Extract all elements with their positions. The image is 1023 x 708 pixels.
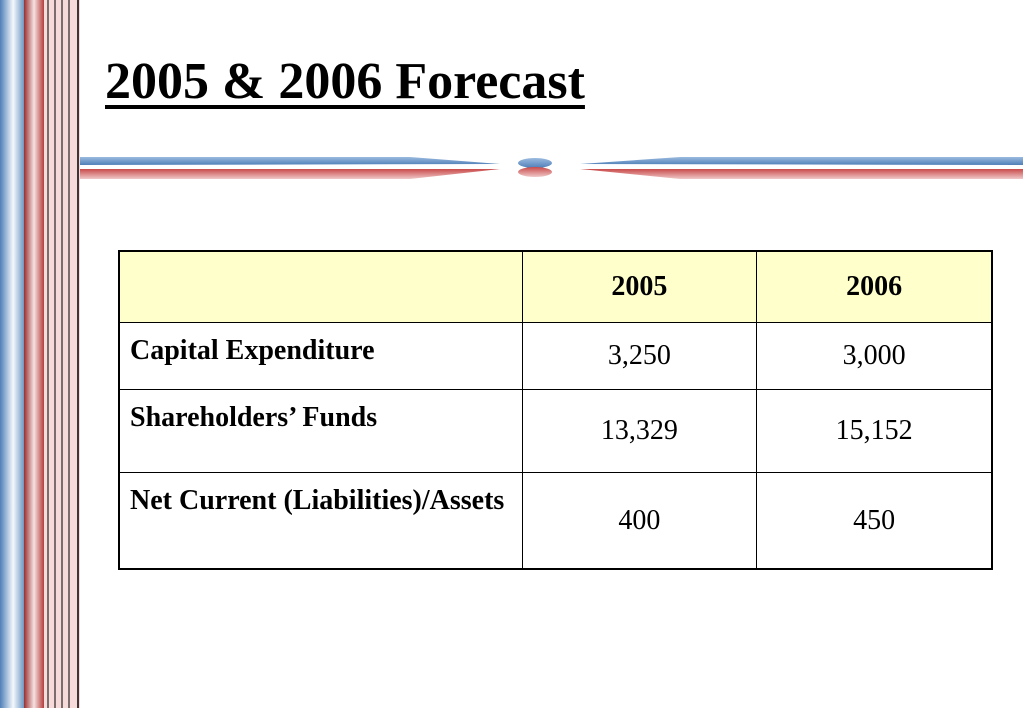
header-cell-empty — [118, 250, 523, 323]
table-cell: 450 — [756, 472, 993, 570]
header-cell-2006: 2006 — [756, 250, 993, 323]
header-cell-2005: 2005 — [521, 250, 758, 323]
table-row: Net Current (Liabilities)/Assets 400 450 — [118, 472, 993, 570]
table-cell: 3,250 — [521, 322, 758, 390]
table-cell: 15,152 — [756, 389, 993, 473]
row-label-net-current-liabilities-assets: Net Current (Liabilities)/Assets — [118, 472, 523, 570]
table-row: Shareholders’ Funds 13,329 15,152 — [118, 389, 993, 473]
table-cell: 3,000 — [756, 322, 993, 390]
row-label-shareholders-funds: Shareholders’ Funds — [118, 389, 523, 473]
forecast-table: 2005 2006 Capital Expenditure 3,250 3,00… — [118, 250, 993, 570]
table-cell: 13,329 — [521, 389, 758, 473]
decorative-divider — [80, 157, 1023, 179]
row-label-capital-expenditure: Capital Expenditure — [118, 322, 523, 390]
slide-title: 2005 & 2006 Forecast — [105, 53, 585, 110]
table-cell: 400 — [521, 472, 758, 570]
table-row: Capital Expenditure 3,250 3,000 — [118, 322, 993, 390]
table-header-row: 2005 2006 — [118, 250, 993, 323]
decorative-side-stripes — [0, 0, 80, 708]
